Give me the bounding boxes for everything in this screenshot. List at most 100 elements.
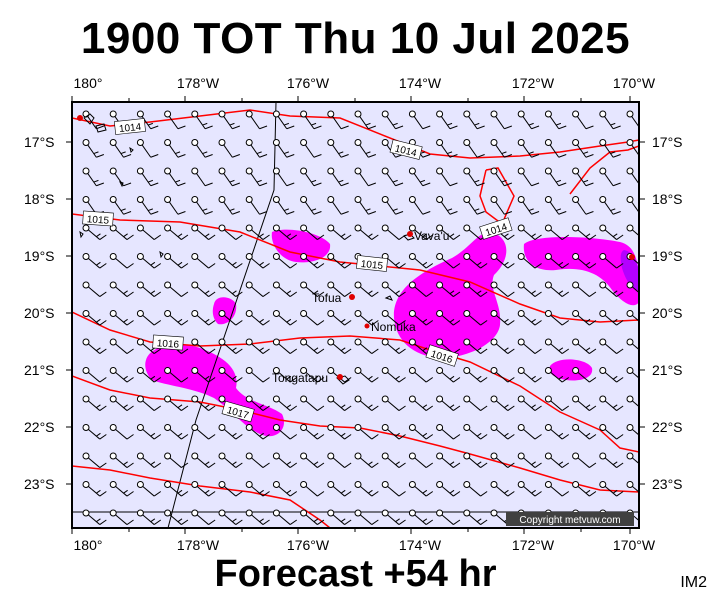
place-marker-tongatapu — [337, 374, 343, 380]
wind-barb — [245, 167, 268, 187]
wind-barb — [463, 367, 488, 383]
wind-barb — [327, 224, 352, 240]
wind-barb — [245, 281, 270, 297]
wind-barb — [354, 167, 377, 187]
wind-barb — [136, 310, 162, 326]
wind-barb — [490, 196, 513, 215]
wind-barb — [408, 367, 434, 383]
wind-barb — [517, 224, 542, 240]
wind-barb — [164, 509, 189, 525]
wind-barb — [218, 481, 243, 497]
lat-label-left: 23°S — [24, 476, 55, 492]
wind-barb — [245, 196, 268, 215]
wind-barb — [408, 481, 434, 497]
wind-barb — [354, 452, 379, 468]
wind-barb — [191, 481, 216, 497]
wind-barb — [544, 167, 567, 187]
wind-barb — [436, 196, 458, 215]
lon-label-top: 174°W — [398, 75, 442, 91]
wind-barb — [327, 424, 352, 440]
wind-barb — [490, 395, 515, 411]
lon-label-bottom: 174°W — [398, 537, 442, 553]
wind-barb — [463, 424, 488, 440]
wind-barb — [436, 167, 458, 187]
wind-barb — [572, 224, 597, 240]
date-line — [167, 102, 277, 528]
place-marker-tofua — [349, 294, 355, 300]
wind-barb — [463, 452, 488, 468]
wind-barb — [572, 310, 597, 326]
wind-barb — [300, 395, 325, 411]
wind-barb — [436, 281, 461, 297]
wind-barb — [544, 338, 570, 354]
wind-barb — [109, 481, 134, 497]
lon-label-top: 178°W — [176, 75, 220, 91]
wind-barb — [164, 367, 189, 383]
lat-label-left: 17°S — [24, 134, 55, 150]
wind-barb — [109, 424, 134, 440]
wind-barb — [272, 338, 298, 354]
wind-barb — [109, 253, 134, 269]
wind-barb — [490, 367, 515, 383]
wind-barb — [436, 395, 461, 411]
map-title: 1900 TOT Thu 10 Jul 2025 — [80, 14, 631, 63]
wind-barb — [164, 395, 189, 411]
copyright-text: Copyright metvuw.com — [519, 515, 620, 526]
wind-barb — [599, 452, 624, 468]
wind-barb — [544, 452, 570, 468]
wind-barb — [272, 139, 295, 158]
wind-barb — [517, 395, 542, 411]
wind-barb — [517, 110, 540, 130]
wind-barb — [327, 281, 352, 297]
wind-barb — [272, 281, 298, 297]
wind-barb — [136, 452, 162, 468]
lat-label-left: 22°S — [24, 419, 55, 435]
wind-barb — [218, 424, 243, 440]
wind-barb — [381, 196, 404, 215]
wind-barb — [544, 481, 570, 497]
wind-barb — [517, 196, 540, 215]
wind-barb — [82, 281, 107, 297]
wind-barb — [327, 196, 349, 215]
wind-barb — [82, 424, 107, 440]
lon-label-bottom: 178°W — [176, 537, 220, 553]
wind-barb — [300, 253, 325, 269]
wind-barb — [490, 139, 513, 158]
wind-barb — [245, 139, 268, 158]
wind-barb — [191, 310, 216, 326]
wind-barb — [82, 224, 107, 240]
wind-barb — [354, 196, 377, 215]
wind-barb — [490, 452, 515, 468]
wind-barb — [408, 424, 434, 440]
wind-barb — [408, 167, 431, 187]
wind-barb — [136, 139, 159, 158]
wind-barb — [218, 281, 243, 297]
wind-barb — [191, 509, 216, 525]
wind-barb — [82, 452, 107, 468]
wind-barb — [490, 310, 515, 326]
isobar-label: 1015 — [86, 214, 109, 227]
wind-barb — [599, 281, 624, 297]
wind-barb — [136, 481, 162, 497]
wind-barb — [191, 367, 216, 383]
place-label-tongatapu: Tongatapu — [272, 371, 328, 385]
wind-barb — [109, 224, 134, 240]
wind-barb — [191, 281, 216, 297]
wind-barb — [136, 395, 162, 411]
wind-barb — [164, 253, 189, 269]
wind-barb — [245, 224, 270, 240]
wind-barb — [436, 481, 461, 497]
wind-barb — [463, 253, 488, 269]
wind-barb — [300, 367, 325, 383]
lon-label-top: 172°W — [511, 75, 555, 91]
island — [83, 113, 95, 125]
wind-barb — [463, 310, 488, 326]
wind-barb — [599, 367, 624, 383]
wind-barb — [272, 310, 298, 326]
island — [79, 230, 84, 239]
wind-barb — [164, 196, 186, 215]
lat-label-right: 17°S — [652, 134, 683, 150]
forecast-label: Forecast +54 hr — [214, 553, 497, 595]
wind-barb — [599, 253, 624, 269]
